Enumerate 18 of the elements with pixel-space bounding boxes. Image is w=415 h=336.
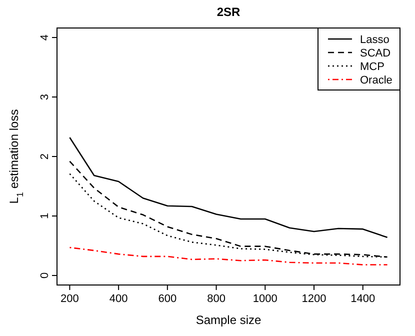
x-tick-label: 1200 xyxy=(302,293,326,305)
x-tick-label: 400 xyxy=(109,293,128,305)
legend-label: SCAD xyxy=(360,48,391,60)
x-tick-label: 600 xyxy=(158,293,177,305)
y-tick-label: 3 xyxy=(39,94,51,100)
legend-label: Lasso xyxy=(360,34,390,46)
y-tick-label: 4 xyxy=(39,34,51,41)
x-tick-label: 1400 xyxy=(350,293,376,305)
x-axis-title: Sample size xyxy=(196,313,262,327)
chart-title: 2SR xyxy=(216,5,241,19)
y-tick-label: 1 xyxy=(39,212,51,220)
x-tick-label: 200 xyxy=(60,293,79,305)
legend-label: MCP xyxy=(360,61,384,73)
x-tick-label: 1000 xyxy=(252,293,278,305)
y-tick-label: 2 xyxy=(39,153,51,160)
x-tick-label: 800 xyxy=(207,293,226,305)
y-tick-label: 0 xyxy=(39,272,51,279)
legend-label: Oracle xyxy=(360,74,392,86)
